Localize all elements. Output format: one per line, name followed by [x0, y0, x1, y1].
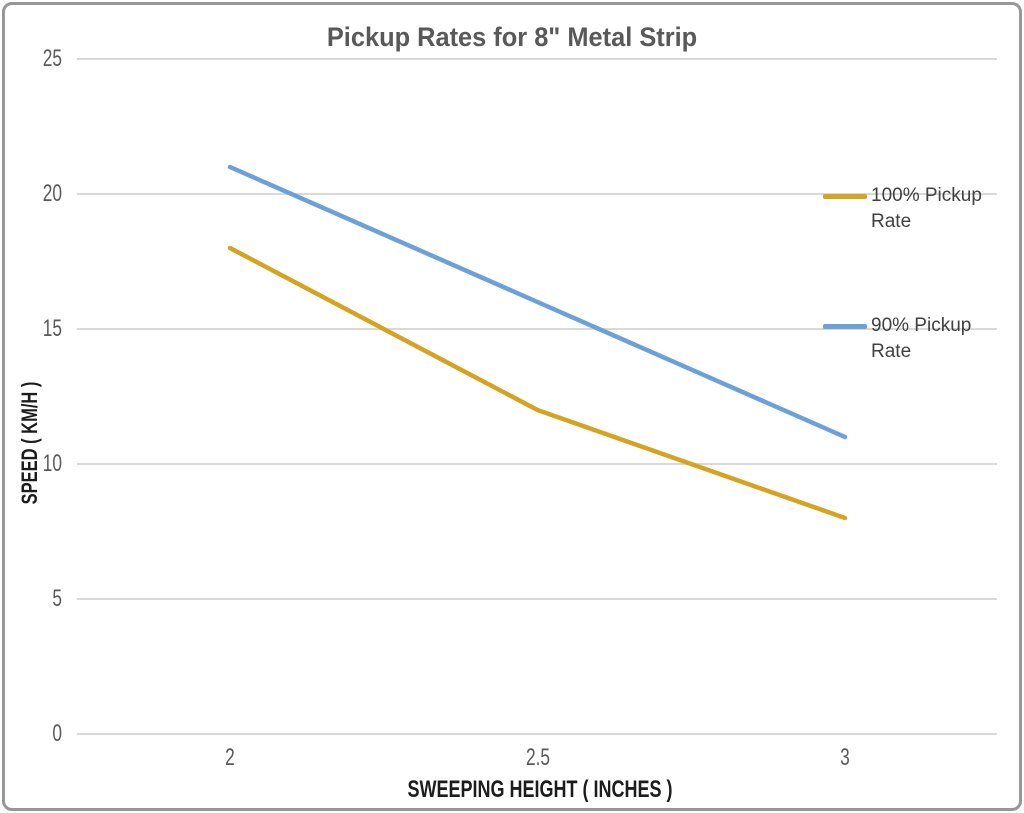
- legend-label: 90% Pickup Rate: [871, 315, 972, 362]
- legend-item: 100% Pickup Rate: [823, 183, 983, 235]
- x-tick-label: 2.5: [525, 744, 550, 771]
- y-tick-label: 5: [52, 585, 62, 612]
- legend-swatch: [823, 194, 867, 199]
- series-line: [227, 245, 848, 521]
- legend-label: 100% Pickup Rate: [871, 185, 982, 232]
- y-axis-label: SPEED ( KM/H ): [17, 381, 42, 505]
- legend-item: 90% Pickup Rate: [823, 313, 983, 365]
- x-axis-label: SWEEPING HEIGHT ( INCHES ): [407, 776, 673, 803]
- x-tick-label: 3: [840, 744, 850, 771]
- y-tick-label: 15: [42, 315, 62, 342]
- y-tick-label: 25: [42, 45, 62, 72]
- y-tick-label: 10: [42, 450, 62, 477]
- series-line: [227, 164, 848, 440]
- chart-title: Pickup Rates for 8" Metal Strip: [326, 22, 698, 52]
- y-tick-label: 0: [52, 720, 62, 747]
- y-tick-label: 20: [42, 180, 62, 207]
- legend-swatch: [823, 324, 867, 329]
- x-tick-label: 2: [225, 744, 235, 771]
